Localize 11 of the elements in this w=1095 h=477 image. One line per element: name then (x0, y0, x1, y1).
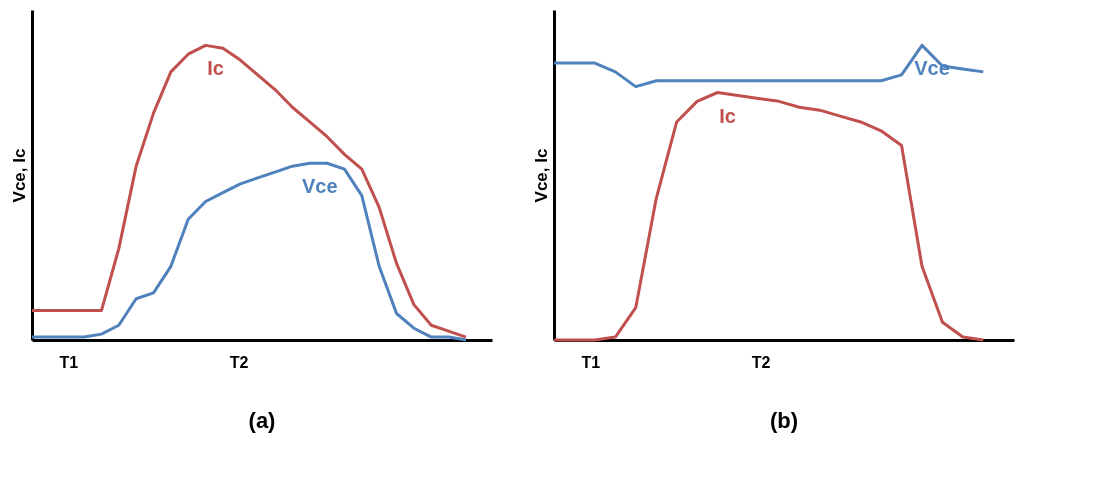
series-label: Ic (719, 104, 736, 127)
text: T1 (581, 354, 601, 371)
text: T2 (751, 354, 771, 371)
y-axis-title: Vce, Ic (9, 148, 29, 203)
series-label: Ic (207, 57, 224, 80)
series-label: Vce (301, 175, 338, 198)
text: T1 (59, 354, 79, 371)
text: T2 (229, 354, 249, 371)
text: (b) (769, 408, 799, 433)
y-axis-title: Vce, Ic (531, 148, 551, 203)
text: (a) (248, 408, 276, 433)
